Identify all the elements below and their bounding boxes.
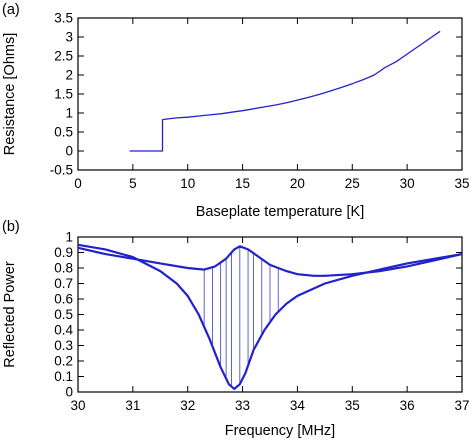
x-tick-label: 30 [70, 398, 85, 413]
y-tick-label: 0.7 [54, 276, 73, 291]
y-tick-label: 1.5 [54, 87, 73, 102]
x-tick-label: 37 [454, 398, 469, 413]
y-tick-label: 0.6 [54, 292, 73, 307]
x-axis-label: Baseplate temperature [K] [196, 204, 364, 220]
series-line [129, 30, 441, 152]
x-tick-label: 25 [345, 176, 360, 191]
y-tick-label: 0.8 [54, 261, 73, 276]
y-tick-label: 0.1 [54, 369, 73, 384]
y-axis-label: Resistance [Ohms] [2, 33, 18, 156]
x-tick-label: 30 [400, 176, 415, 191]
y-tick-label: 0.4 [54, 323, 73, 338]
x-tick-label: 15 [235, 176, 250, 191]
x-tick-label: 34 [290, 398, 306, 413]
y-axis-label: Reflected Power [2, 261, 18, 368]
x-axis-label: Frequency [MHz] [225, 423, 335, 439]
y-tick-label: 0 [65, 385, 73, 400]
panel-label: (b) [2, 219, 20, 235]
x-tick-label: 32 [180, 398, 195, 413]
x-tick-label: 5 [129, 176, 137, 191]
x-tick-label: 31 [125, 398, 140, 413]
panel-b: 30 31 32 33 34 35 36 3700.10.20.30.40.50.60.70.… [2, 219, 470, 439]
x-tick-label: 20 [290, 176, 305, 191]
x-tick-label: 10 [180, 176, 195, 191]
y-tick-label: -0.5 [50, 163, 73, 178]
y-tick-label: 0.5 [54, 125, 73, 140]
y-tick-label: 0.2 [54, 354, 73, 369]
y-tick-label: 0.9 [54, 245, 73, 260]
panel-label: (a) [2, 2, 20, 18]
x-tick-label: 0 [74, 176, 82, 191]
y-tick-label: 2 [65, 68, 73, 83]
x-tick-label: 35 [454, 176, 469, 191]
y-tick-label: 0.3 [54, 338, 73, 353]
panel-a: 0 5 10 15 20 25 30 35-0.500.511.522.533.5Basepl… [2, 2, 470, 220]
x-tick-label: 36 [400, 398, 415, 413]
y-tick-label: 1 [65, 230, 73, 245]
y-tick-label: 3.5 [54, 11, 73, 26]
x-tick-label: 35 [345, 398, 360, 413]
y-tick-label: 0.5 [54, 307, 73, 322]
series-line [77, 243, 463, 390]
x-tick-label: 33 [235, 398, 250, 413]
y-tick-label: 0 [65, 144, 73, 159]
y-tick-label: 2.5 [54, 49, 73, 64]
y-tick-label: 1 [65, 106, 73, 121]
y-tick-label: 3 [65, 30, 73, 45]
plot-frame [77, 17, 463, 171]
